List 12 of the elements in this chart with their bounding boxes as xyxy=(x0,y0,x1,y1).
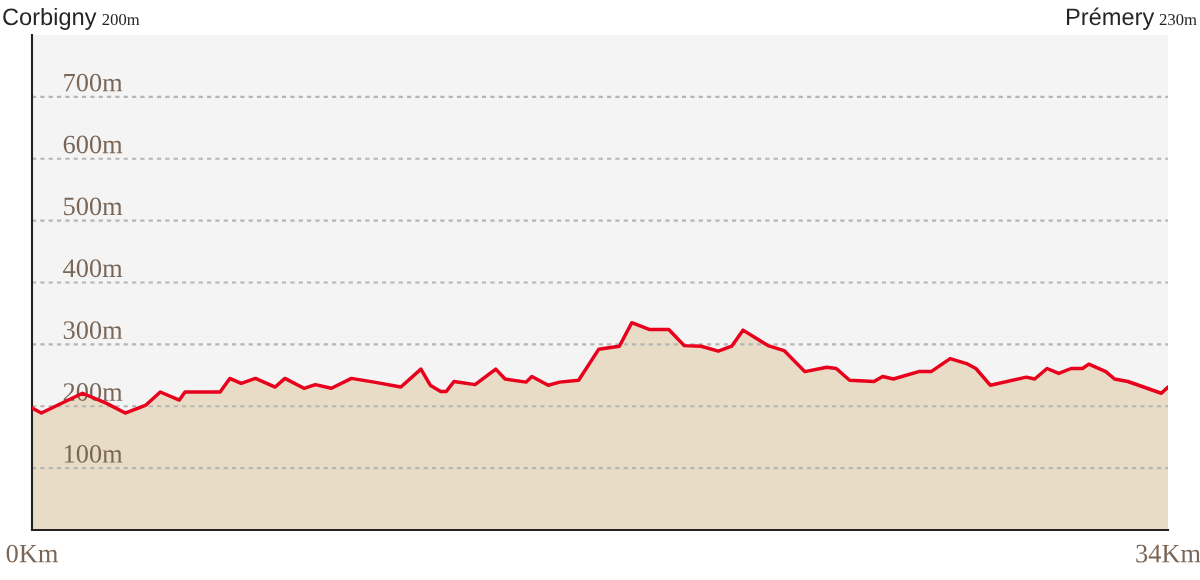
y-tick-label: 400m xyxy=(63,259,123,278)
text: Prémery xyxy=(1066,7,1155,30)
y-tick-label: 600m xyxy=(63,135,123,154)
y-tick-label: 700m xyxy=(64,73,123,92)
y-tick-label: 100m xyxy=(64,444,123,463)
y-tick-label: 500m xyxy=(64,197,123,216)
x-tick-label: 34Km xyxy=(1136,544,1200,563)
x-tick-label: 0Km xyxy=(6,544,58,563)
text: 200m xyxy=(102,13,140,26)
text: Corbigny xyxy=(3,7,97,30)
y-tick-label: 300m xyxy=(63,321,123,340)
text: 230m xyxy=(1159,13,1197,26)
